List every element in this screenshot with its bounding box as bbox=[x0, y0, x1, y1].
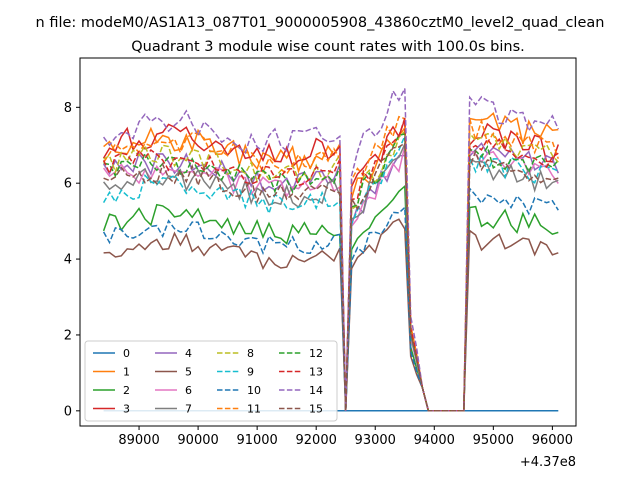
plot-lines bbox=[102, 88, 560, 412]
series-line-8 bbox=[103, 129, 559, 412]
legend-label-7: 7 bbox=[185, 403, 192, 416]
x-tick-label: 94000 bbox=[414, 433, 455, 448]
x-tick-label: 93000 bbox=[355, 433, 396, 448]
x-tick-label: 91000 bbox=[236, 433, 277, 448]
legend-box bbox=[84, 340, 338, 422]
series-line-15 bbox=[103, 141, 559, 412]
x-tick-label: 92000 bbox=[296, 433, 337, 448]
x-axis-ticks: 89000 90000 91000 92000 93000 94000 95000 96000 bbox=[118, 426, 573, 448]
chart-title: Quadrant 3 module wise count rates with … bbox=[131, 39, 525, 55]
legend-label-9: 9 bbox=[247, 366, 254, 379]
legend-label-6: 6 bbox=[185, 384, 192, 397]
series-line-3 bbox=[102, 118, 560, 412]
x-tick-label: 89000 bbox=[118, 433, 159, 448]
x-tick-label: 95000 bbox=[473, 433, 514, 448]
legend-label-5: 5 bbox=[185, 366, 192, 379]
x-tick-label: 96000 bbox=[532, 433, 573, 448]
y-tick-label: 4 bbox=[64, 253, 72, 268]
legend-label-4: 4 bbox=[185, 347, 192, 360]
x-tick-label: 90000 bbox=[177, 433, 218, 448]
legend-label-3: 3 bbox=[123, 403, 130, 416]
series-line-11 bbox=[102, 115, 560, 412]
series-line-14 bbox=[102, 88, 559, 412]
legend-label-2: 2 bbox=[123, 384, 130, 397]
legend-label-0: 0 bbox=[123, 347, 130, 360]
legend-label-13: 13 bbox=[309, 366, 323, 379]
series-line-5 bbox=[103, 218, 559, 412]
legend-label-1: 1 bbox=[123, 366, 130, 379]
series-line-13 bbox=[102, 117, 559, 412]
y-tick-label: 0 bbox=[64, 404, 72, 419]
legend-label-11: 11 bbox=[247, 403, 261, 416]
x-axis-offset-label: +4.37e8 bbox=[520, 455, 576, 470]
legend-label-8: 8 bbox=[247, 347, 254, 360]
series-line-10 bbox=[102, 186, 559, 412]
figure-suptitle: n file: modeM0/AS1A13_087T01_9000005908_… bbox=[36, 15, 605, 31]
legend-label-12: 12 bbox=[309, 347, 323, 360]
legend-label-15: 15 bbox=[309, 403, 323, 416]
legend-label-14: 14 bbox=[309, 384, 323, 397]
y-tick-label: 8 bbox=[64, 101, 72, 116]
y-tick-label: 2 bbox=[64, 328, 72, 343]
axes-frame bbox=[79, 57, 577, 427]
series-line-2 bbox=[102, 184, 559, 412]
y-axis-ticks: 0 2 4 6 8 bbox=[64, 101, 80, 419]
legend-label-10: 10 bbox=[247, 384, 261, 397]
series-line-9 bbox=[102, 135, 559, 412]
y-tick-label: 6 bbox=[64, 177, 72, 192]
